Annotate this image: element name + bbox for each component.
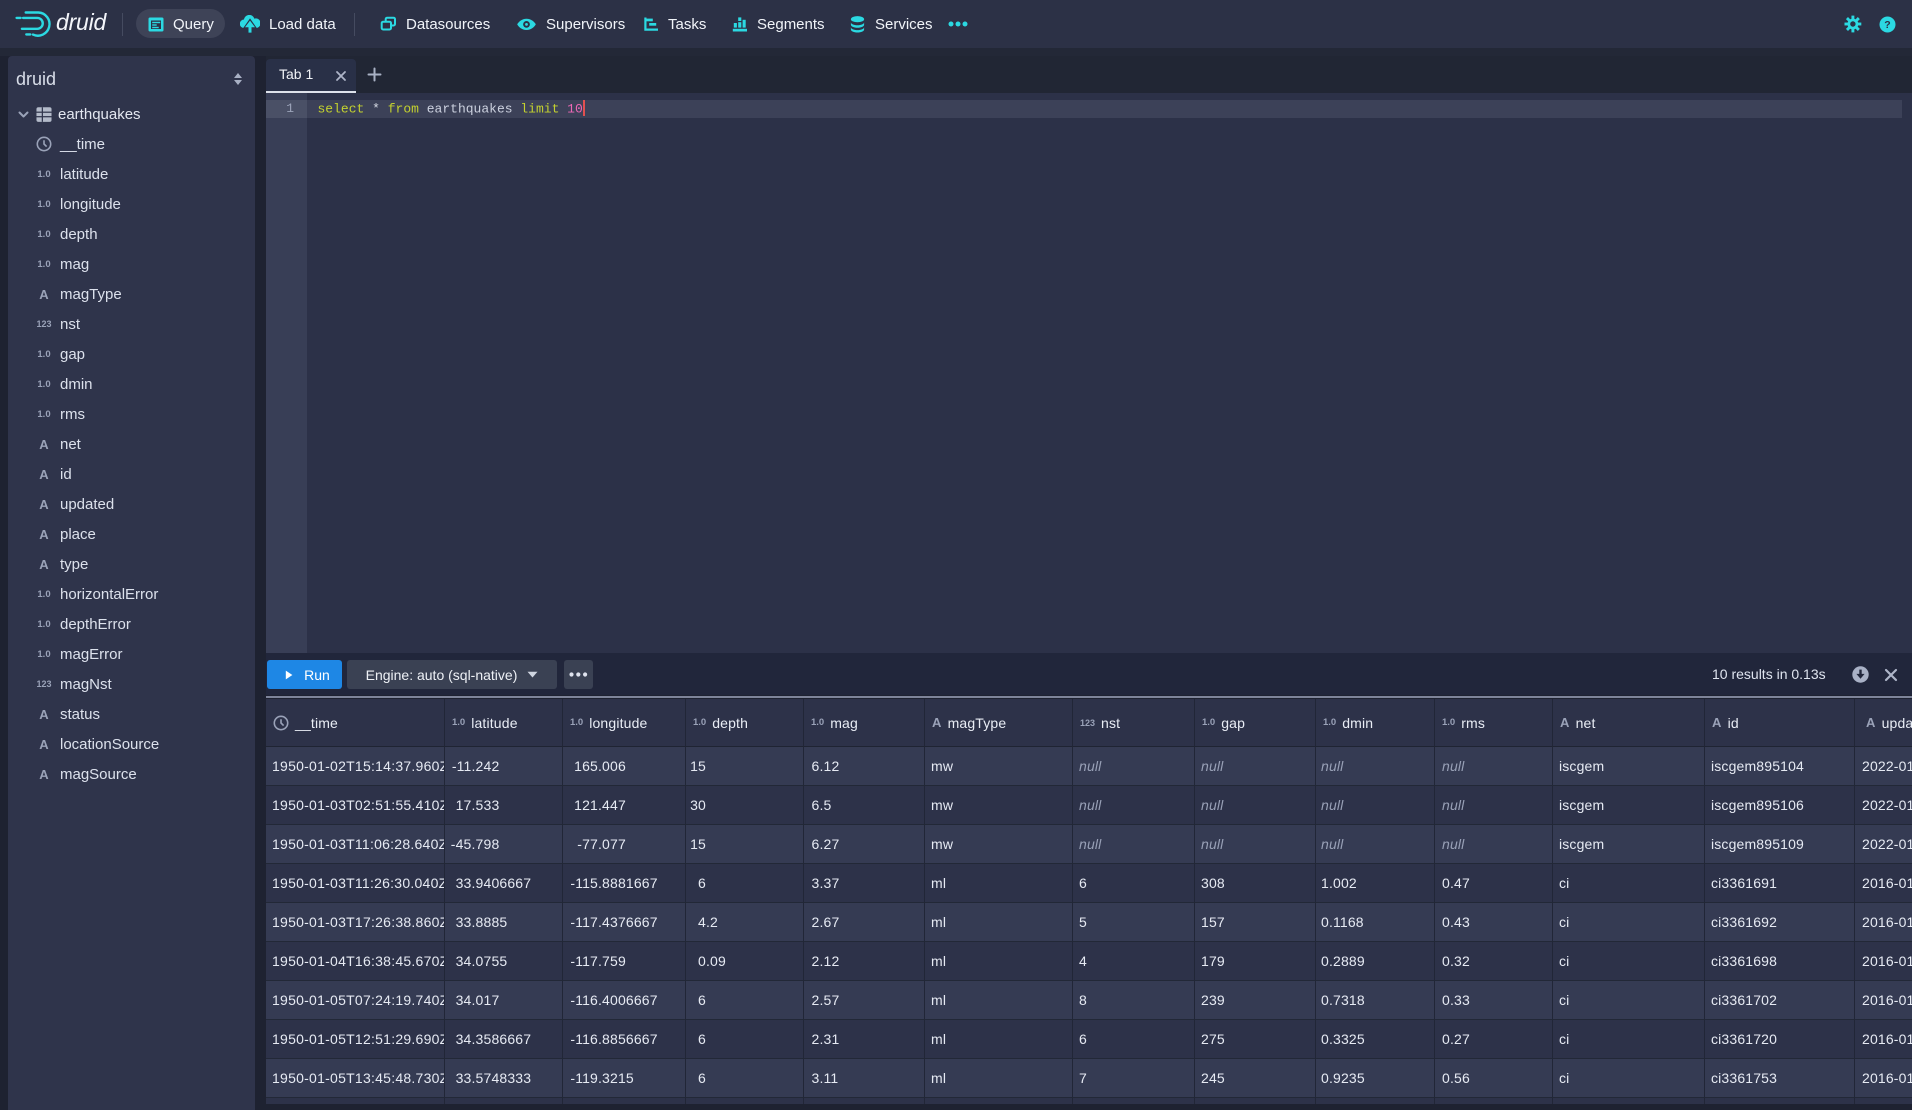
svg-text:?: ? [1884, 19, 1890, 31]
